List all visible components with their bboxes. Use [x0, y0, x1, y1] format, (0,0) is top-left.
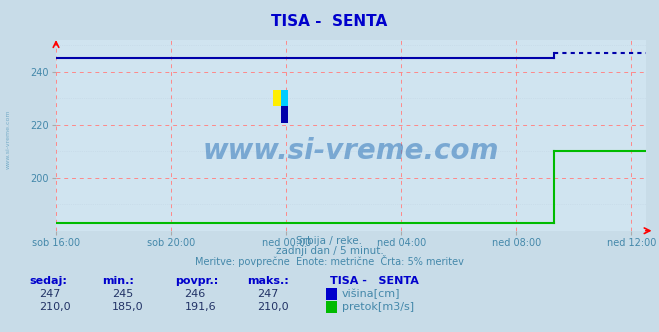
Text: 185,0: 185,0 [112, 302, 144, 312]
Text: Meritve: povprečne  Enote: metrične  Črta: 5% meritev: Meritve: povprečne Enote: metrične Črta:… [195, 255, 464, 267]
Text: 191,6: 191,6 [185, 302, 216, 312]
Text: TISA -  SENTA: TISA - SENTA [272, 14, 387, 29]
Text: TISA -   SENTA: TISA - SENTA [330, 276, 418, 286]
Text: 247: 247 [40, 289, 61, 299]
Text: 245: 245 [112, 289, 133, 299]
Text: pretok[m3/s]: pretok[m3/s] [342, 302, 414, 312]
Text: 247: 247 [257, 289, 278, 299]
Text: 210,0: 210,0 [257, 302, 289, 312]
Text: 210,0: 210,0 [40, 302, 71, 312]
Text: višina[cm]: višina[cm] [342, 289, 401, 299]
Text: 246: 246 [185, 289, 206, 299]
Text: povpr.:: povpr.: [175, 276, 218, 286]
Text: www.si-vreme.com: www.si-vreme.com [203, 136, 499, 165]
Text: min.:: min.: [102, 276, 134, 286]
Text: zadnji dan / 5 minut.: zadnji dan / 5 minut. [275, 246, 384, 256]
Text: sedaj:: sedaj: [30, 276, 67, 286]
Text: www.si-vreme.com: www.si-vreme.com [5, 110, 11, 169]
Text: Srbija / reke.: Srbija / reke. [297, 236, 362, 246]
Text: maks.:: maks.: [247, 276, 289, 286]
